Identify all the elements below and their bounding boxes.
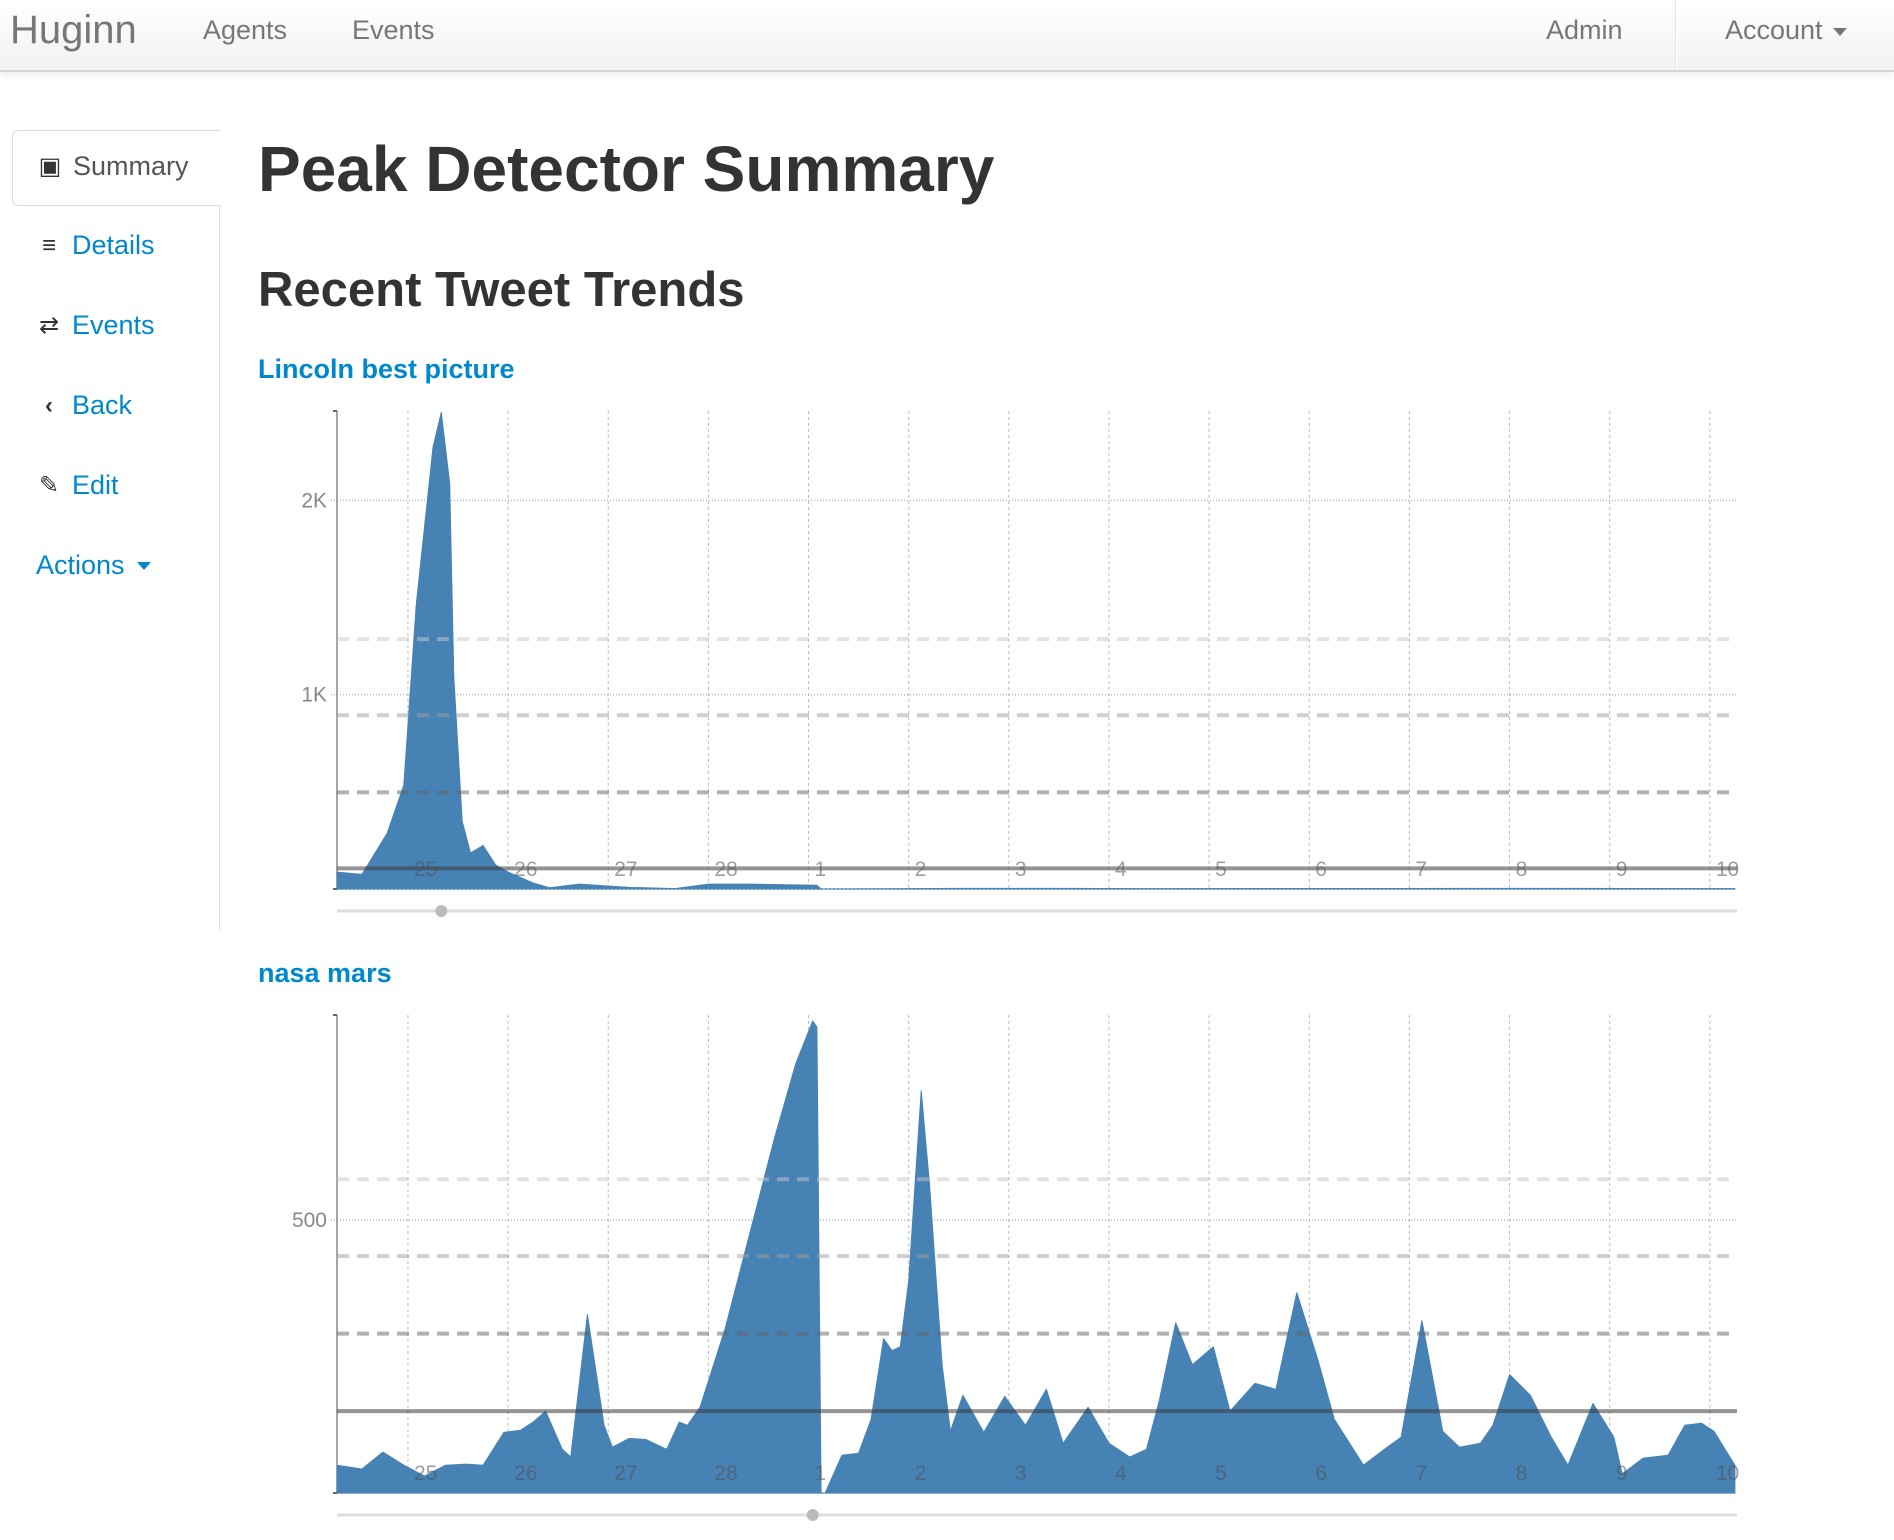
range-slider-handle[interactable] [435, 905, 448, 917]
sidebar-item-label: Actions [36, 550, 125, 580]
x-tick-label: 4 [1115, 858, 1127, 881]
sidebar: ▣ Summary ≡ Details ⇄ Events ‹ Back ✎ Edit Ac… [0, 130, 221, 930]
shuffle-icon: ⇄ [38, 312, 60, 339]
sidebar-item-label: Edit [72, 470, 119, 500]
x-tick-label: 1 [815, 858, 827, 881]
sidebar-item-details[interactable]: ≡ Details [36, 230, 155, 261]
x-tick-label: 5 [1215, 1462, 1227, 1485]
sidebar-item-label: Summary [73, 151, 189, 181]
range-slider-handle[interactable] [806, 1509, 819, 1521]
sidebar-item-edit[interactable]: ✎ Edit [36, 470, 119, 501]
y-tick-label: 500 [292, 1209, 327, 1232]
chart-lincoln-best-picture: 1K 2K 25 26 27 28 1 2 3 4 5 6 7 8 9 10 [301, 410, 1739, 917]
chart-nasa-mars: 500 25 26 27 28 1 2 3 4 5 6 7 8 9 10 [292, 1014, 1739, 1521]
x-tick-label: 2 [915, 1462, 927, 1485]
x-tick-label: 27 [614, 1462, 637, 1485]
sidebar-item-label: Back [72, 390, 133, 420]
series-area [336, 411, 1736, 890]
caret-down-icon [136, 561, 151, 570]
pencil-icon: ✎ [38, 472, 60, 499]
nav-events[interactable]: Events [352, 15, 435, 45]
x-tick-label: 1 [815, 1462, 827, 1485]
series-area [336, 1020, 1736, 1494]
x-tick-label: 28 [714, 1462, 737, 1485]
x-tick-label: 4 [1115, 1462, 1127, 1485]
x-tick-label: 8 [1516, 1462, 1528, 1485]
sidebar-item-label: Events [72, 310, 155, 340]
chevron-left-icon: ‹ [45, 391, 53, 419]
x-tick-label: 26 [514, 858, 537, 881]
x-tick-label: 6 [1315, 858, 1327, 881]
page-title: Peak Detector Summary [258, 133, 995, 205]
x-tick-label: 9 [1616, 1462, 1628, 1485]
x-tick-label: 26 [514, 1462, 537, 1485]
x-tick-label: 25 [414, 858, 437, 881]
x-tick-label: 6 [1315, 1462, 1327, 1485]
nav-agents[interactable]: Agents [203, 15, 288, 45]
navbar: Huginn Agents Events Admin Account [0, 0, 1894, 72]
x-tick-label: 10 [1716, 1462, 1739, 1485]
sidebar-item-label: Details [72, 230, 155, 260]
x-tick-label: 8 [1516, 858, 1528, 881]
caret-down-icon [1832, 27, 1847, 36]
y-tick-label: 2K [301, 489, 327, 512]
sidebar-item-events[interactable]: ⇄ Events [36, 310, 155, 341]
sidebar-item-summary[interactable]: ▣ Summary [12, 130, 221, 206]
x-tick-label: 5 [1215, 858, 1227, 881]
picture-icon: ▣ [38, 153, 62, 180]
chart-title-nasa-mars[interactable]: nasa mars [258, 958, 392, 988]
x-tick-label: 3 [1015, 858, 1027, 881]
nav-account-dropdown[interactable]: Account [1725, 15, 1847, 46]
indent-icon: ≡ [41, 231, 56, 259]
nav-divider [1675, 0, 1677, 70]
x-tick-label: 9 [1616, 858, 1628, 881]
x-tick-label: 28 [714, 858, 737, 881]
x-tick-label: 27 [614, 858, 637, 881]
chart-title-lincoln[interactable]: Lincoln best picture [258, 354, 515, 384]
x-tick-label: 10 [1716, 858, 1739, 881]
x-tick-label: 7 [1415, 858, 1427, 881]
section-title: Recent Tweet Trends [258, 263, 745, 317]
brand-logo[interactable]: Huginn [10, 8, 137, 52]
sidebar-item-back[interactable]: ‹ Back [36, 390, 132, 421]
x-tick-label: 7 [1415, 1462, 1427, 1485]
y-tick-label: 1K [301, 684, 327, 707]
x-tick-label: 25 [414, 1462, 437, 1485]
nav-admin[interactable]: Admin [1546, 15, 1623, 45]
x-tick-label: 2 [915, 858, 927, 881]
x-tick-label: 3 [1015, 1462, 1027, 1485]
account-label: Account [1725, 15, 1823, 45]
sidebar-actions-dropdown[interactable]: Actions [36, 550, 151, 581]
